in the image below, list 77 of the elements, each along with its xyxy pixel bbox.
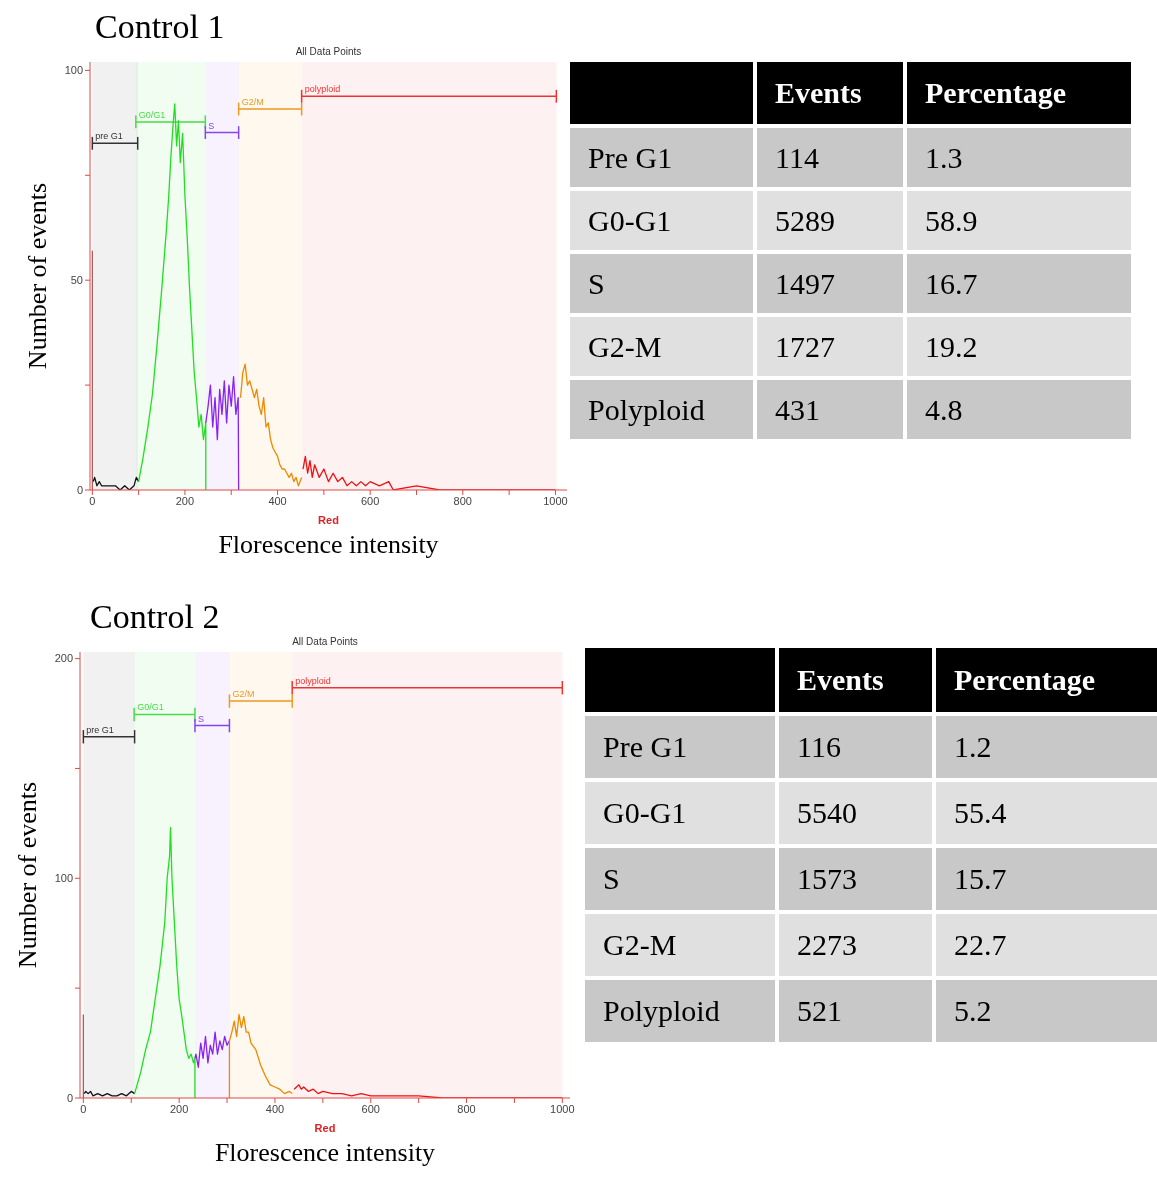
series-label: Events — [757, 62, 903, 124]
chart-title: Control 2 — [90, 598, 220, 636]
y-tick-label: 100 — [64, 64, 83, 77]
line-series — [228, 1013, 293, 1098]
data-label: 5289 — [757, 191, 903, 250]
x-tick-label: 400 — [265, 1102, 285, 1115]
data-label: 1573 — [779, 848, 932, 910]
category-label: G0-G1 — [585, 782, 775, 844]
band-label: G2/M — [232, 689, 255, 700]
band-label: G2/M — [241, 97, 264, 108]
y-axis-title: Number of events — [23, 182, 53, 370]
chart-subtitle: All Data Points — [291, 636, 359, 647]
y-tick-label: 0 — [76, 483, 83, 496]
band-label: S — [208, 120, 215, 131]
category-label: Polyploid — [585, 980, 775, 1042]
category-label: G2-M — [585, 914, 775, 976]
line-series — [194, 1031, 231, 1068]
data-label: 1.3 — [907, 128, 1131, 187]
band-label: polyploid — [295, 675, 331, 686]
y-tick-label: 50 — [70, 274, 83, 287]
category-label: Pre G1 — [585, 716, 775, 778]
band-label: pre G1 — [86, 724, 114, 735]
data-label: 5.2 — [936, 980, 1157, 1042]
line-series — [205, 376, 240, 490]
x-tick-label: 200 — [169, 1102, 189, 1115]
series-label: Percentage — [936, 648, 1157, 712]
data-label: 2273 — [779, 914, 932, 976]
chart-title: Control 1 — [95, 8, 225, 46]
category-label: S — [570, 254, 753, 313]
chart-subtitle: All Data Points — [294, 46, 363, 57]
x-tick-label: 800 — [453, 494, 472, 507]
data-label: 58.9 — [907, 191, 1131, 250]
data-label: 22.7 — [936, 914, 1157, 976]
data-label: 521 — [779, 980, 932, 1042]
band-label: S — [197, 713, 204, 724]
x-tick-label: 800 — [457, 1102, 476, 1115]
data-label: 1497 — [757, 254, 903, 313]
category-label: G0-G1 — [570, 191, 753, 250]
data-label: 15.7 — [936, 848, 1157, 910]
data-label: 1.2 — [936, 716, 1157, 778]
category-label: Polyploid — [570, 380, 753, 439]
band-label: G0/G1 — [137, 702, 164, 713]
x-tick-label: 1000 — [550, 1102, 575, 1115]
x-tick-label: 200 — [175, 494, 195, 507]
line-series — [133, 827, 196, 1098]
text: Red — [317, 514, 340, 526]
x-tick-label: 0 — [89, 494, 96, 507]
band-label: polyploid — [304, 84, 341, 95]
x-tick-label: 600 — [361, 1102, 380, 1115]
data-label: 55.4 — [936, 782, 1157, 844]
data-label: 116 — [779, 716, 932, 778]
band-label: pre G1 — [95, 131, 123, 142]
line-series — [239, 363, 303, 487]
y-axis-title: Number of events — [13, 781, 43, 969]
y-tick-label: 100 — [54, 872, 73, 885]
series-label: Percentage — [907, 62, 1131, 124]
x-axis-title: Florescence intensity — [217, 530, 440, 560]
data-label: 4.8 — [907, 380, 1131, 439]
category-label: Pre G1 — [570, 128, 753, 187]
data-label: 431 — [757, 380, 903, 439]
series-label: Events — [779, 648, 932, 712]
text: Red — [313, 1122, 337, 1134]
data-label: 19.2 — [907, 317, 1131, 376]
y-tick-label: 200 — [54, 652, 73, 665]
x-tick-label: 1000 — [543, 494, 568, 507]
category-label: S — [585, 848, 775, 910]
x-axis-title: Florescence intensity — [213, 1138, 437, 1168]
band-label: G0/G1 — [138, 109, 166, 120]
data-label: 1727 — [757, 317, 903, 376]
category-label: G2-M — [570, 317, 753, 376]
x-tick-label: 600 — [361, 494, 380, 507]
line-series — [92, 476, 140, 490]
y-tick-label: 0 — [66, 1091, 73, 1104]
data-label: 5540 — [779, 782, 932, 844]
x-tick-label: 400 — [268, 494, 287, 507]
data-label: 16.7 — [907, 254, 1131, 313]
data-label: 114 — [757, 128, 903, 187]
